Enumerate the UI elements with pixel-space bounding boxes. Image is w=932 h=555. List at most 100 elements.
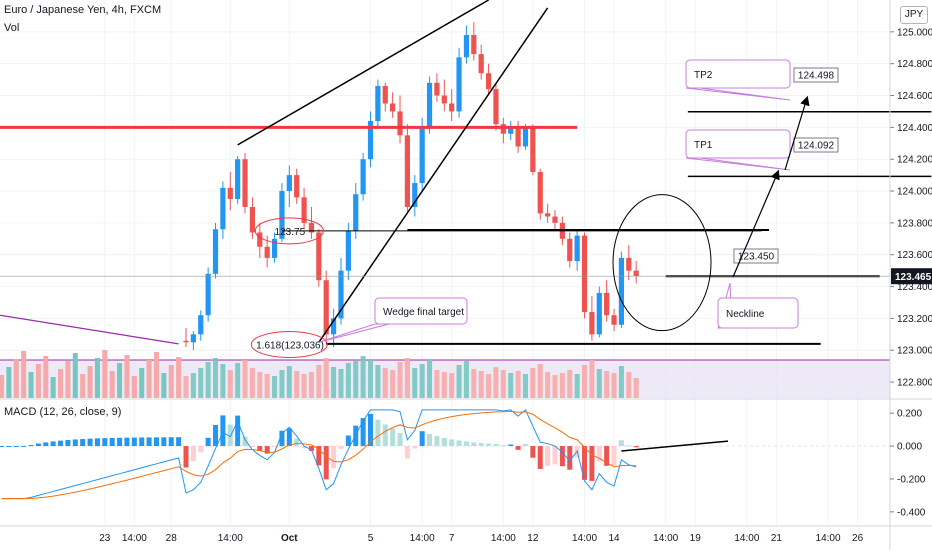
volume-bar — [574, 374, 580, 398]
volume-bar — [190, 373, 196, 398]
candle-body — [227, 187, 233, 199]
ellipse-1618 — [250, 331, 328, 359]
volume-bar — [220, 364, 226, 398]
volume-bar — [353, 361, 359, 398]
volume-bar — [213, 358, 219, 398]
x-tick-label: 26 — [852, 533, 864, 544]
volume-bar — [308, 372, 314, 398]
volume-bar — [441, 372, 447, 398]
candle-body — [279, 191, 285, 239]
volume-bar — [611, 373, 617, 398]
ellipse-123-75 — [254, 217, 324, 245]
candle-body — [552, 216, 558, 223]
y-tick-label: 123.400 — [897, 282, 932, 293]
volume-bar — [582, 365, 588, 398]
macd-histogram-bar — [419, 431, 425, 447]
macd-histogram-bar — [190, 446, 196, 462]
y-tick-label: 124.400 — [897, 123, 932, 134]
macd-histogram-bar — [338, 446, 344, 449]
macd-histogram-bar — [441, 437, 447, 447]
macd-histogram-bar — [449, 439, 455, 447]
volume-bar — [382, 368, 388, 398]
macd-histogram-bar — [205, 437, 211, 447]
symbol-title: Euro / Japanese Yen, 4h, FXCM — [4, 4, 162, 16]
candle-body — [449, 103, 455, 112]
volume-bar — [272, 376, 278, 398]
x-tick-label: 14:00 — [410, 533, 435, 544]
x-tick-label: 28 — [166, 533, 178, 544]
candle-body — [581, 235, 588, 313]
candle-body — [375, 85, 381, 121]
macd-histogram-bar — [397, 433, 403, 447]
volume-bar — [205, 362, 211, 398]
neckline-callout-box — [717, 297, 799, 329]
macd-histogram-bar — [375, 419, 381, 447]
macd-histogram-bar — [168, 437, 174, 447]
macd-histogram-bar — [434, 436, 440, 447]
volume-bar — [500, 370, 506, 398]
macd-histogram-bar — [264, 446, 270, 454]
macd-histogram-bar — [552, 446, 558, 465]
macd-histogram-bar — [58, 440, 64, 447]
volume-bar — [530, 368, 536, 398]
macd-histogram-bar — [308, 446, 314, 451]
macd-tick-label: -0.200 — [897, 474, 926, 485]
candle-body — [220, 187, 226, 230]
volume-bar — [375, 365, 381, 398]
volume-bar — [198, 368, 204, 398]
macd-histogram-bar — [272, 446, 278, 448]
y-tick-label: 123.200 — [897, 314, 932, 325]
signal-line — [1, 410, 637, 500]
candle-body — [257, 232, 263, 247]
macd-tick-label: 0.200 — [897, 409, 922, 420]
candle-body — [183, 340, 189, 343]
candle-body — [419, 127, 425, 184]
macd-histogram-bar — [183, 446, 189, 468]
volume-bar — [257, 372, 263, 398]
candle-body — [434, 82, 440, 96]
volume-bar — [6, 367, 12, 398]
candle-body — [485, 73, 492, 90]
volume-series — [0, 350, 890, 398]
macd-histogram-bar — [596, 446, 602, 462]
candle-body — [338, 270, 344, 319]
volume-bar — [176, 357, 182, 398]
x-tick-label: Oct — [281, 533, 298, 544]
candle-body — [294, 175, 300, 198]
macd-tick-label: 0.000 — [897, 442, 922, 453]
macd-histogram-bar — [6, 446, 12, 448]
volume-bar — [508, 373, 514, 398]
volume-label: Vol — [4, 22, 20, 34]
volume-bar — [249, 368, 255, 398]
macd-histogram-bar — [235, 415, 241, 447]
volume-bar — [124, 355, 130, 398]
x-tick-label: 14 — [608, 533, 620, 544]
macd-histogram-bar — [618, 440, 624, 447]
tp1-value-label: 124.092 — [798, 141, 835, 152]
macd-histogram-bar — [176, 437, 182, 447]
volume-bar — [279, 370, 285, 398]
x-tick-label: 14:00 — [653, 533, 678, 544]
candle-body — [426, 82, 433, 128]
volume-bar — [545, 372, 551, 398]
candle-body — [316, 232, 322, 281]
macd-histogram-bar — [21, 446, 27, 448]
volume-bar — [168, 365, 174, 398]
macd-histogram-bar — [153, 437, 159, 447]
wedge-lower-line — [318, 7, 549, 343]
candle-body — [618, 257, 625, 325]
candle-body — [390, 103, 396, 112]
entry-value-label: 123.450 — [738, 252, 775, 263]
macd-histogram-bar — [463, 441, 469, 447]
candle-body — [478, 54, 484, 74]
candle-body — [242, 159, 248, 207]
macd-histogram-bar — [412, 446, 418, 449]
macd-histogram-bar — [131, 437, 137, 447]
tp1-callout-box — [685, 129, 791, 159]
volume-bar — [316, 365, 322, 398]
volume-bar — [102, 350, 108, 398]
currency-badge[interactable]: JPY — [900, 6, 928, 24]
volume-bar — [58, 369, 64, 398]
candle-body — [353, 194, 359, 231]
candle-body — [382, 85, 388, 104]
